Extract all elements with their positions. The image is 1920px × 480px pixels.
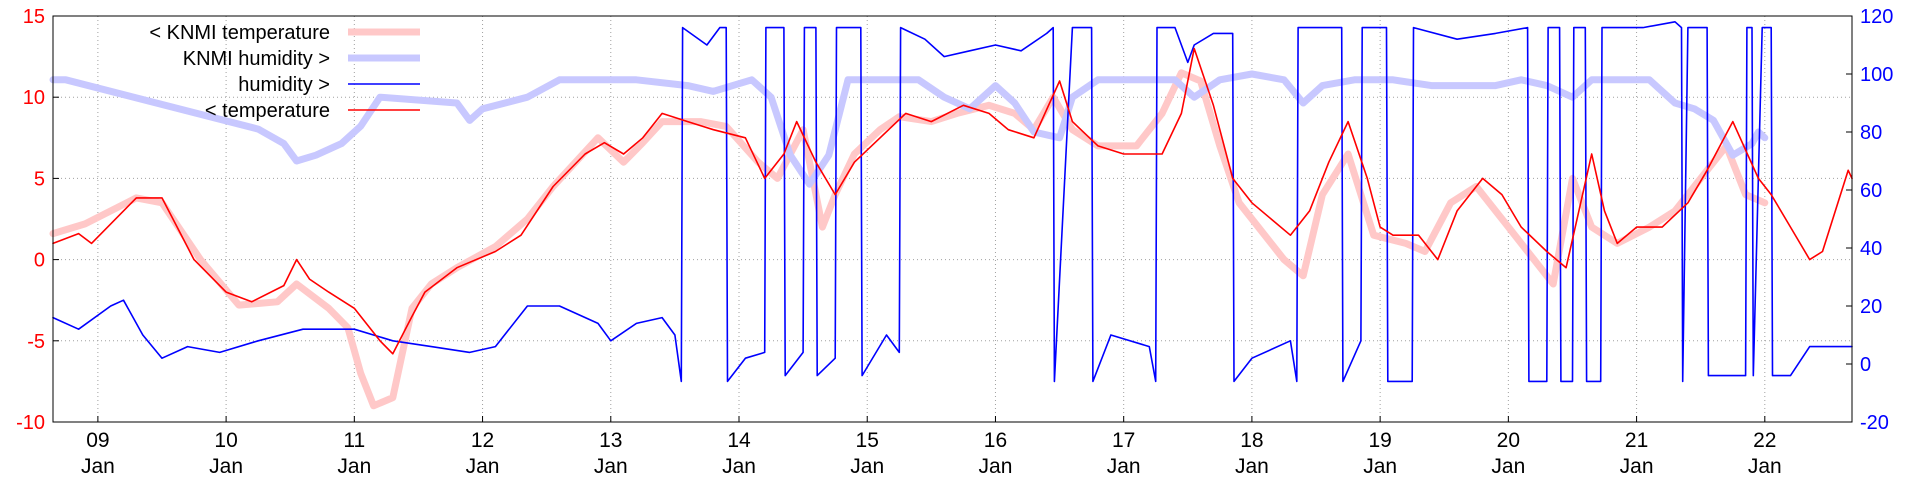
x-tick-label-day: 18 (1240, 429, 1263, 452)
left-tick-label: -5 (27, 331, 45, 353)
series-line-knmi-humidity (49, 70, 1769, 188)
x-tick-label-month: Jan (81, 455, 115, 478)
x-tick-label-day: 20 (1497, 429, 1520, 452)
x-tick-label-month: Jan (337, 455, 371, 478)
series-line-knmi-temperature (49, 69, 1769, 410)
x-tick-label-month: Jan (979, 455, 1013, 478)
right-tick-label: 20 (1860, 296, 1882, 318)
left-tick-label: -10 (16, 412, 45, 434)
left-tick-label: 15 (23, 6, 45, 28)
x-tick-label-month: Jan (1235, 455, 1269, 478)
x-tick-label-month: Jan (1748, 455, 1782, 478)
right-axis: -20 0 20 40 60 80 100 120 (1846, 6, 1893, 434)
left-tick-label: 10 (23, 87, 45, 109)
x-tick-label-day: 17 (1112, 429, 1135, 452)
legend-label: KNMI humidity > (183, 48, 330, 70)
series-line-temperature (52, 47, 1853, 355)
right-tick-label: -20 (1860, 412, 1889, 434)
x-tick-label-day: 13 (599, 429, 622, 452)
right-tick-label: 80 (1860, 122, 1882, 144)
left-axis: -10 -5 0 5 10 15 (16, 6, 59, 434)
right-tick-label: 0 (1860, 354, 1871, 376)
x-tick-label-day: 21 (1625, 429, 1648, 452)
right-tick-label: 100 (1860, 64, 1893, 86)
x-tick-label-day: 22 (1753, 429, 1776, 452)
x-axis: 09 Jan 10 Jan 11 Jan 12 Jan 13 Jan 14 Jan 15 Jan 16 Jan… (81, 416, 1782, 478)
x-tick-label-day: 11 (343, 429, 365, 452)
x-tick-label-month: Jan (594, 455, 628, 478)
x-tick-label-day: 14 (727, 429, 751, 452)
right-tick-label: 40 (1860, 238, 1882, 260)
x-tick-label-month: Jan (1620, 455, 1654, 478)
legend: < KNMI temperature KNMI humidity > humidit… (149, 22, 420, 122)
left-tick-label: 0 (34, 250, 45, 272)
x-tick-label-month: Jan (1491, 455, 1525, 478)
right-tick-label: 60 (1860, 180, 1882, 202)
series-layer (49, 20, 1853, 410)
left-tick-label: 5 (34, 168, 45, 190)
x-tick-label-day: 10 (214, 429, 237, 452)
x-tick-label-month: Jan (1363, 455, 1397, 478)
x-tick-label-day: 19 (1368, 429, 1391, 452)
legend-label: < temperature (205, 100, 330, 122)
series-line-humidity (52, 20, 1853, 383)
x-tick-label-day: 12 (471, 429, 494, 452)
x-tick-label-month: Jan (466, 455, 500, 478)
x-tick-label-day: 16 (984, 429, 1007, 452)
legend-label: humidity > (238, 74, 330, 96)
x-tick-label-day: 15 (856, 429, 879, 452)
x-tick-label-day: 09 (86, 429, 109, 452)
legend-label: < KNMI temperature (149, 22, 330, 44)
x-tick-label-month: Jan (209, 455, 243, 478)
x-tick-label-month: Jan (1107, 455, 1141, 478)
x-tick-label-month: Jan (722, 455, 756, 478)
plot-frame (52, 15, 1853, 423)
right-tick-label: 120 (1860, 6, 1893, 28)
x-tick-label-month: Jan (850, 455, 884, 478)
